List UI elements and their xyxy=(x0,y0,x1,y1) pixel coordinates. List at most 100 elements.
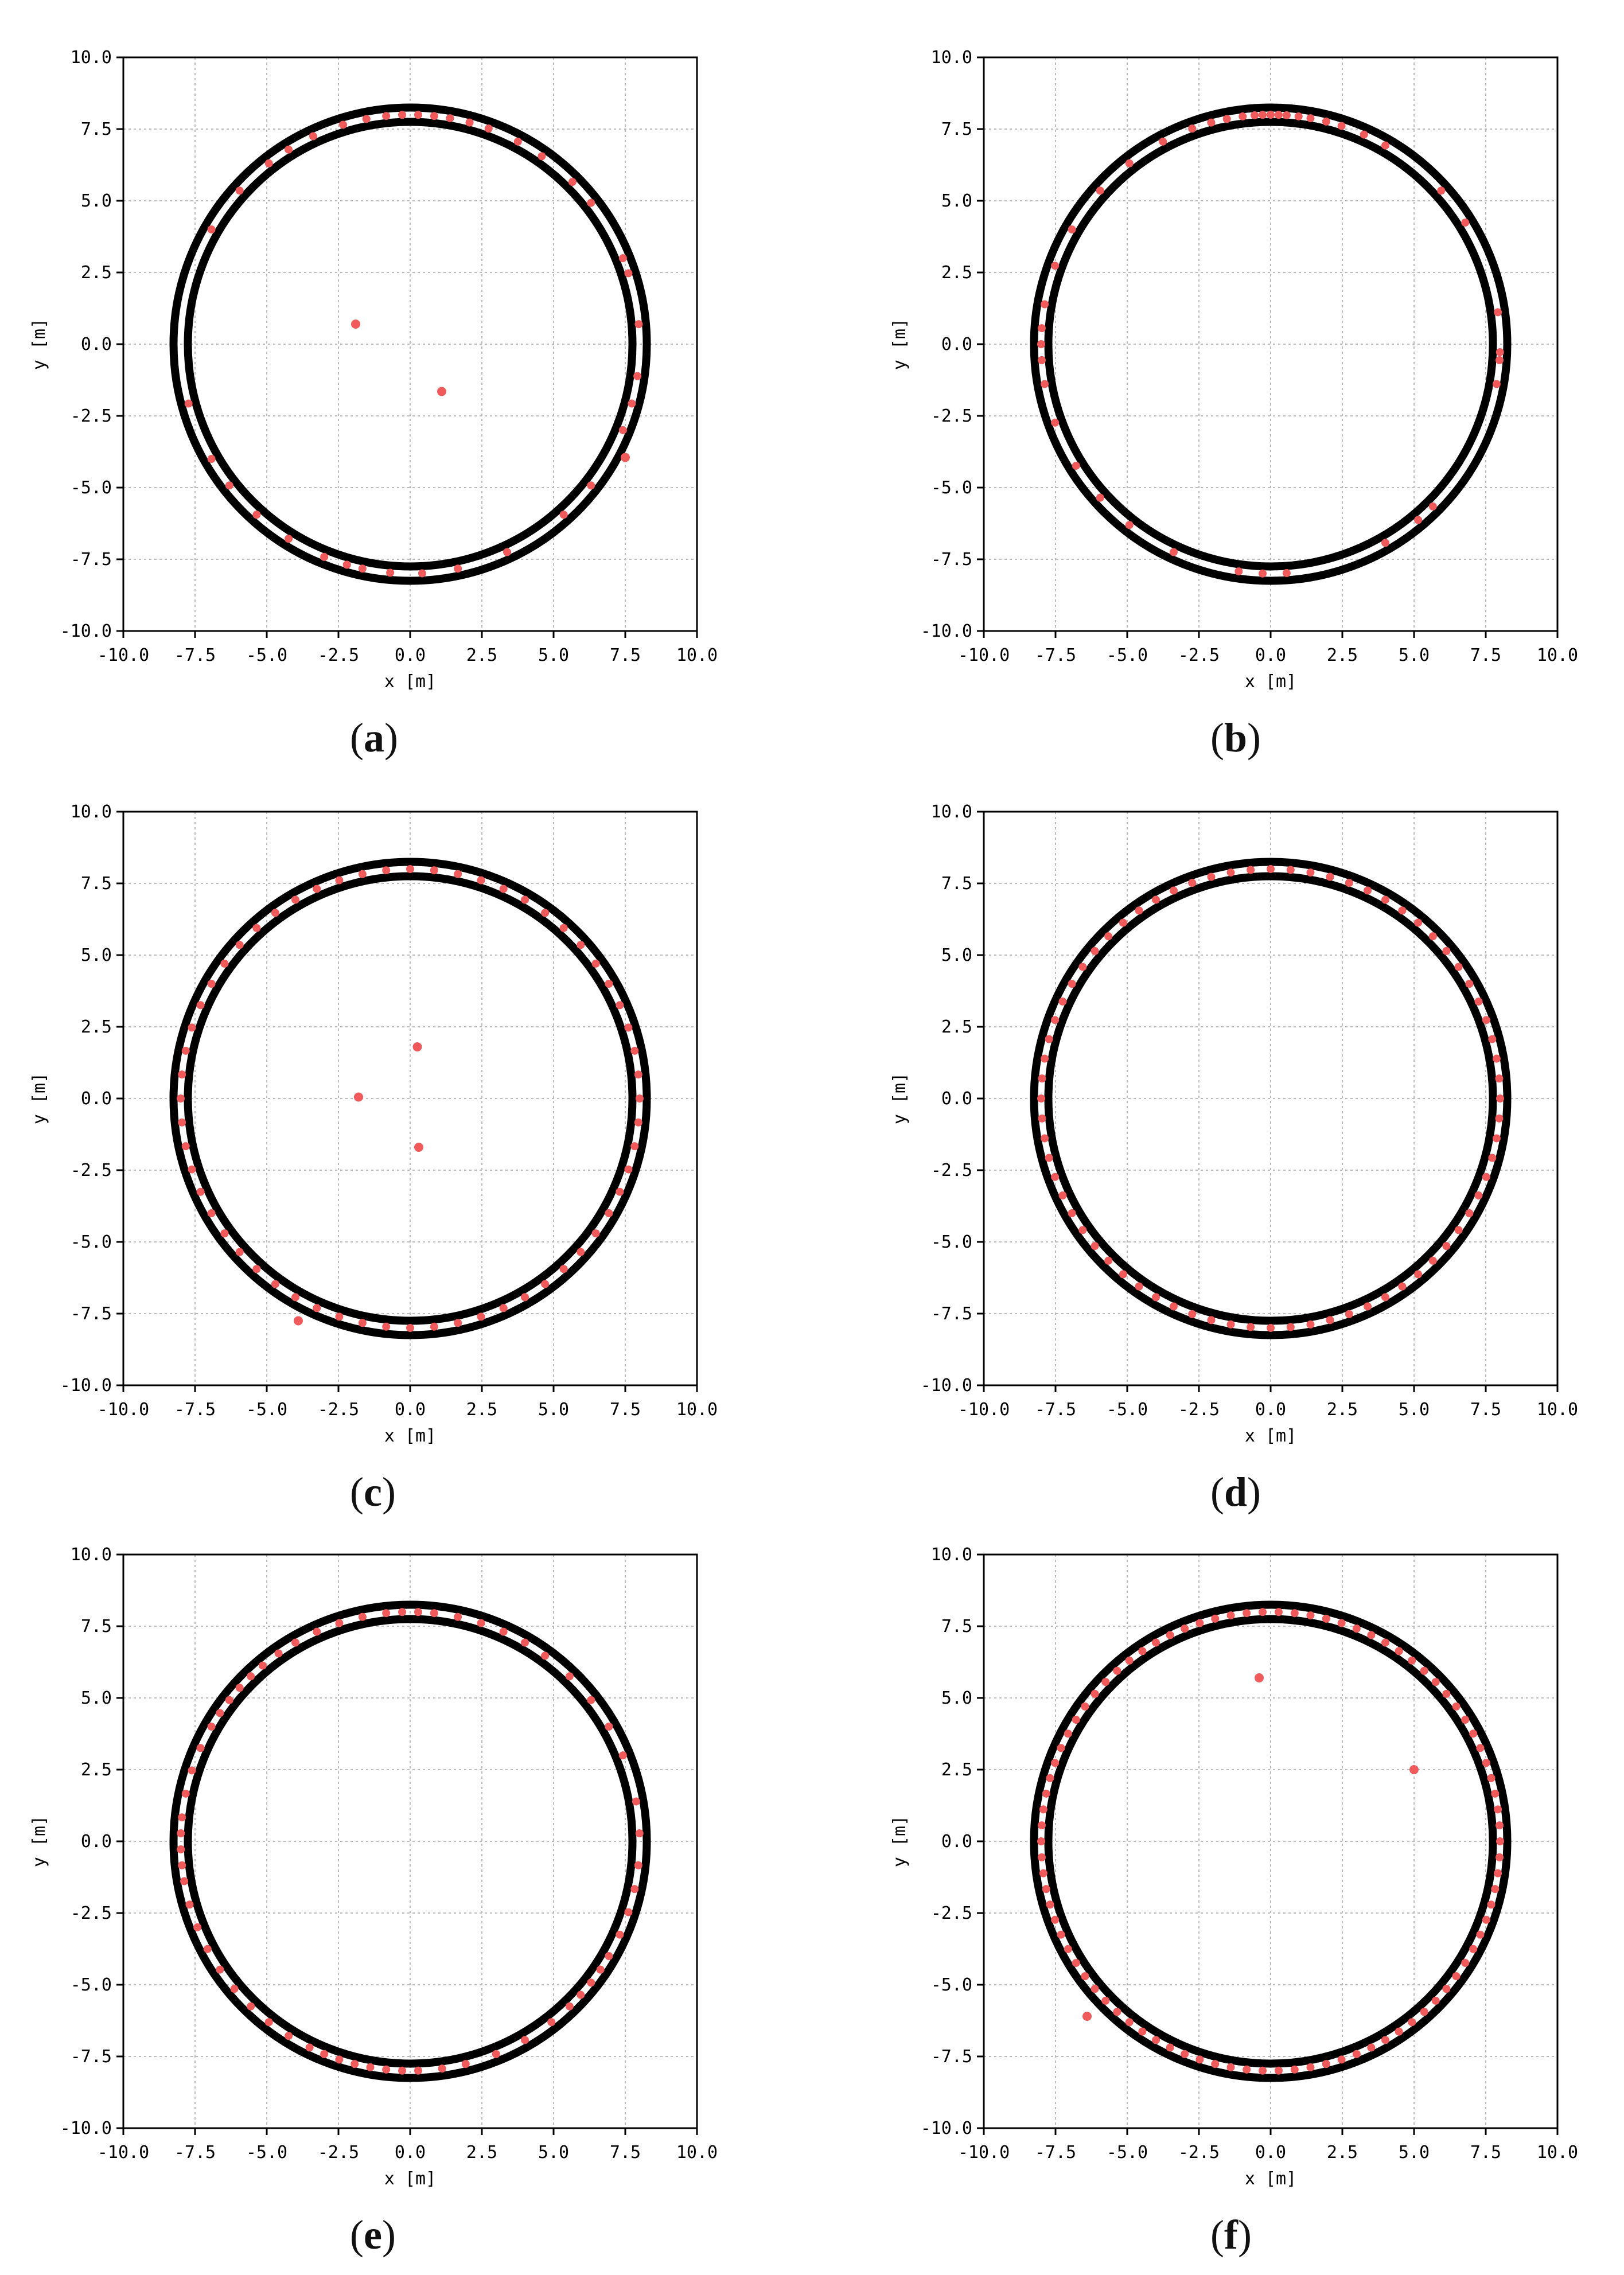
ring-data-point xyxy=(1496,356,1504,364)
x-axis-label: x [m] xyxy=(1245,672,1296,692)
ring-data-point xyxy=(1364,1302,1372,1311)
x-tick-label: -5.0 xyxy=(1107,1400,1148,1420)
ring-data-point xyxy=(220,1229,229,1238)
y-tick-label: -7.5 xyxy=(71,2047,112,2067)
ring-data-point xyxy=(1474,1191,1483,1200)
ring-data-point xyxy=(1152,2036,1160,2044)
ring-data-point xyxy=(178,1070,186,1079)
ring-data-point xyxy=(1169,1302,1178,1311)
ring-data-point xyxy=(1037,1853,1046,1861)
ring-data-point xyxy=(335,1619,344,1627)
ring-data-point xyxy=(339,120,348,129)
ring-data-point xyxy=(1195,2055,1204,2064)
ring-data-point xyxy=(596,1965,605,1974)
ring-data-point xyxy=(247,1672,255,1681)
ring-data-point xyxy=(1420,2008,1428,2016)
ring-data-point xyxy=(1428,932,1437,941)
y-tick-label: -10.0 xyxy=(921,1376,972,1396)
ring-data-point xyxy=(1494,1869,1502,1877)
ring-data-point xyxy=(285,535,293,543)
ring-data-point xyxy=(1367,1631,1376,1639)
panel-d-plot: -10.0 -7.5 -5.0 -2.5 0.0 2.5 5.0 7.5 10.0 -10.0 -7… xyxy=(890,802,1578,1446)
ring-data-point xyxy=(1078,1226,1087,1234)
ring-data-point xyxy=(216,1709,224,1717)
ring-data-point xyxy=(1495,1114,1504,1123)
y-axis-label: y [m] xyxy=(29,318,49,370)
x-tick-label: -7.5 xyxy=(174,645,216,665)
x-tick-label: 5.0 xyxy=(538,1400,569,1420)
ring-data-point xyxy=(1395,1647,1403,1655)
ring-data-point xyxy=(1431,1678,1440,1686)
ring-data-point xyxy=(350,2060,359,2068)
panel-e-plot: -10.0 -7.5 -5.0 -2.5 0.0 2.5 5.0 7.5 10.0 -10.0 -7… xyxy=(29,1545,718,2189)
ring-data-point xyxy=(1057,1744,1065,1752)
ring-data-point xyxy=(1046,1900,1054,1909)
panel-f: -10.0 -7.5 -5.0 -2.5 0.0 2.5 5.0 7.5 10.0 -10.0 -7… xyxy=(883,1514,1595,2258)
ring-data-point xyxy=(1125,1656,1134,1665)
ring-data-point xyxy=(1337,2055,1346,2064)
x-tick-label: 2.5 xyxy=(1327,1400,1358,1420)
ring-data-point xyxy=(1226,868,1235,877)
y-tick-label: 10.0 xyxy=(931,1545,972,1565)
ring-data-point xyxy=(335,2055,344,2064)
ring-data-point xyxy=(591,1229,600,1238)
panel-c-caption: (c) xyxy=(350,1469,396,1515)
ring-data-point xyxy=(1125,2018,1134,2027)
ring-data-point xyxy=(1398,1282,1407,1291)
ring-data-point xyxy=(291,1293,299,1302)
ring-data-point xyxy=(358,1319,367,1327)
x-tick-label: 10.0 xyxy=(1537,645,1578,665)
ring-data-point xyxy=(1119,1270,1127,1279)
ring-data-point xyxy=(513,137,522,146)
x-axis-label: x [m] xyxy=(384,1426,436,1446)
x-tick-label: -10.0 xyxy=(958,2142,1010,2163)
ring-data-point xyxy=(538,152,546,161)
ring-data-point xyxy=(1135,1282,1143,1291)
ring-data-point xyxy=(185,1900,194,1909)
x-tick-label: -2.5 xyxy=(318,1400,359,1420)
panel-c-caption-letter: c xyxy=(363,1469,382,1515)
y-tick-label: -7.5 xyxy=(71,550,112,570)
ring-data-point xyxy=(1274,2066,1283,2075)
ring-data-point xyxy=(1243,2065,1251,2074)
ring-data-point xyxy=(484,124,493,133)
ring-data-point xyxy=(188,1023,196,1032)
y-tick-label: -2.5 xyxy=(71,406,112,426)
ring-data-point xyxy=(636,1094,644,1103)
ring-data-point xyxy=(1267,111,1275,119)
y-tick-label: 7.5 xyxy=(941,119,972,139)
ring-data-point xyxy=(1322,1614,1330,1623)
ring-data-point xyxy=(264,2018,273,2027)
x-tick-label: 7.5 xyxy=(1470,1400,1501,1420)
ring-data-point xyxy=(1476,1744,1485,1752)
ring-data-point xyxy=(1367,2043,1376,2052)
ring-data-point xyxy=(1101,1678,1110,1686)
ring-data-point xyxy=(1496,1821,1504,1830)
ring-data-point xyxy=(616,1187,624,1196)
ring-data-point xyxy=(1286,1323,1295,1331)
ring-data-point xyxy=(1188,879,1197,887)
x-tick-label: 0.0 xyxy=(1255,1400,1286,1420)
ring-data-point xyxy=(1045,1154,1053,1162)
ring-data-point xyxy=(313,885,321,893)
ring-data-point xyxy=(1345,1310,1353,1318)
interior-data-point xyxy=(621,453,630,462)
x-tick-label: -10.0 xyxy=(98,2142,149,2163)
ring-data-point xyxy=(1037,356,1046,364)
ring-data-point xyxy=(1364,886,1372,895)
ring-data-point xyxy=(1496,1094,1504,1103)
interior-data-point xyxy=(354,1092,363,1102)
ring-data-point xyxy=(541,1651,550,1660)
ring-data-point xyxy=(1046,1774,1054,1782)
ring-data-point xyxy=(1211,1614,1220,1623)
ring-data-point xyxy=(358,870,367,878)
x-tick-label: 10.0 xyxy=(676,1400,718,1420)
ring-data-point xyxy=(1492,1134,1501,1143)
ring-data-point xyxy=(1188,1310,1197,1318)
ring-data-point xyxy=(1037,340,1045,348)
y-tick-label: 0.0 xyxy=(81,1832,112,1852)
y-tick-label: 2.5 xyxy=(81,263,112,283)
x-tick-label: -2.5 xyxy=(1178,2142,1220,2163)
ring-data-point xyxy=(1322,2060,1330,2068)
ring-data-point xyxy=(1482,1915,1490,1924)
